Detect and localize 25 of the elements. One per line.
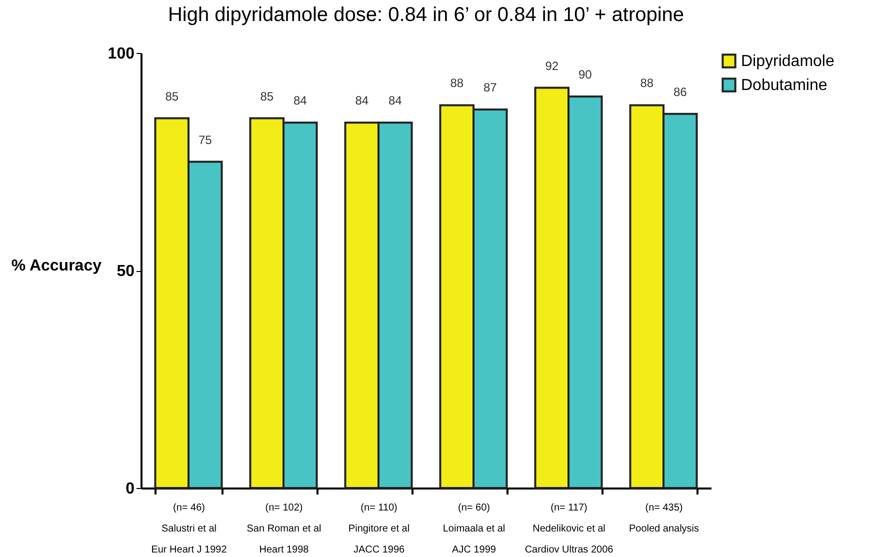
x-tick-label: (n= 110) Pingitore et al JACC 1996 xyxy=(348,502,410,556)
x-tick-label: (n= 117) Nedelikovic et al Cardiov Ultras 2006 xyxy=(524,502,614,556)
data-label: 75 xyxy=(198,132,212,147)
y-tick-label: 0 xyxy=(126,480,135,498)
data-label: 85 xyxy=(165,89,179,104)
data-label: 92 xyxy=(545,58,559,73)
x-tick-label: (n= 46) Salustri et al Eur Heart J 1992 xyxy=(151,502,228,556)
x-tick-label: (n= 435) Pooled analysis xyxy=(628,502,700,534)
y-axis-title: % Accuracy xyxy=(11,258,102,274)
data-label: 84 xyxy=(293,94,308,108)
y-tick-label: 50 xyxy=(116,263,135,280)
chart-title: High dipyridamole dose: 0.84 in 6’ or 0.84 in 10’ + atropine xyxy=(168,4,684,26)
legend-label: Dipyridamole xyxy=(741,53,834,70)
data-label: 84 xyxy=(355,94,369,108)
data-label: 85 xyxy=(260,89,274,104)
x-tick-label: (n= 60) Loimaala et al AJC 1999 xyxy=(442,502,506,556)
data-label: 88 xyxy=(640,76,654,90)
data-label: 87 xyxy=(483,80,498,95)
data-label: 84 xyxy=(388,94,402,108)
data-label: 86 xyxy=(673,84,688,99)
data-label: 88 xyxy=(450,76,464,90)
data-label: 90 xyxy=(578,68,592,82)
y-tick-label: 100 xyxy=(108,46,135,62)
legend-label: Dobutamine xyxy=(741,77,828,94)
x-tick-label: (n= 102) San Roman et al Heart 1998 xyxy=(246,502,322,556)
